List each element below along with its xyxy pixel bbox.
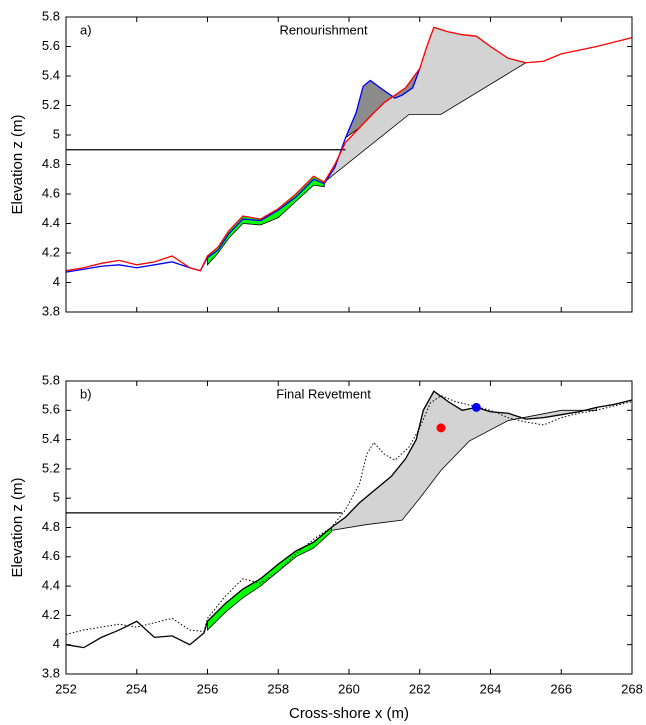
y-tick-label: 5.8 xyxy=(42,8,60,23)
x-tick-label: 258 xyxy=(267,681,289,696)
y-tick-label: 4.6 xyxy=(42,548,60,563)
panel-title: Renourishment xyxy=(279,22,368,37)
y-tick-label: 4.8 xyxy=(42,156,60,171)
y-tick-label: 5.4 xyxy=(42,67,60,82)
panel-label: b) xyxy=(80,386,92,401)
x-axis-label: Cross-shore x (m) xyxy=(289,705,409,722)
x-tick-label: 260 xyxy=(338,681,360,696)
profile-line xyxy=(65,68,421,273)
y-tick-label: 5 xyxy=(53,126,60,141)
y-tick-label: 5.6 xyxy=(42,402,60,417)
y-tick-label: 4.2 xyxy=(42,607,60,622)
y-tick-label: 5.2 xyxy=(42,97,60,112)
y-tick-label: 5.4 xyxy=(42,431,60,446)
x-tick-label: 256 xyxy=(197,681,219,696)
profile-line xyxy=(65,390,633,649)
profile-line xyxy=(65,26,633,272)
y-tick-label: 4 xyxy=(53,274,60,289)
x-tick-label: 252 xyxy=(55,681,77,696)
y-tick-label: 5 xyxy=(53,490,60,505)
y-tick-label: 5.8 xyxy=(42,372,60,387)
y-tick-label: 4.4 xyxy=(42,215,60,230)
profile-line xyxy=(65,395,633,635)
panel-label: a) xyxy=(80,22,92,37)
x-tick-label: 254 xyxy=(126,681,148,696)
x-tick-label: 266 xyxy=(550,681,572,696)
y-tick-label: 4.2 xyxy=(42,244,60,259)
y-tick-label: 5.2 xyxy=(42,460,60,475)
y-tick-label: 3.8 xyxy=(42,303,60,318)
y-tick-label: 4.6 xyxy=(42,185,60,200)
point xyxy=(436,423,446,433)
y-tick-label: 5.6 xyxy=(42,38,60,53)
plot-area xyxy=(66,17,632,312)
panel-title: Final Revetment xyxy=(276,386,371,401)
y-tick-label: 3.8 xyxy=(42,665,60,680)
y-tick-label: 4 xyxy=(53,636,60,651)
x-tick-label: 264 xyxy=(480,681,502,696)
y-axis-label: Elevation z (m) xyxy=(9,114,26,214)
x-tick-label: 262 xyxy=(409,681,431,696)
y-tick-label: 4.8 xyxy=(42,519,60,534)
point xyxy=(471,402,481,412)
y-axis-label: Elevation z (m) xyxy=(9,477,26,577)
y-tick-label: 4.4 xyxy=(42,578,60,593)
x-tick-label: 268 xyxy=(621,681,643,696)
